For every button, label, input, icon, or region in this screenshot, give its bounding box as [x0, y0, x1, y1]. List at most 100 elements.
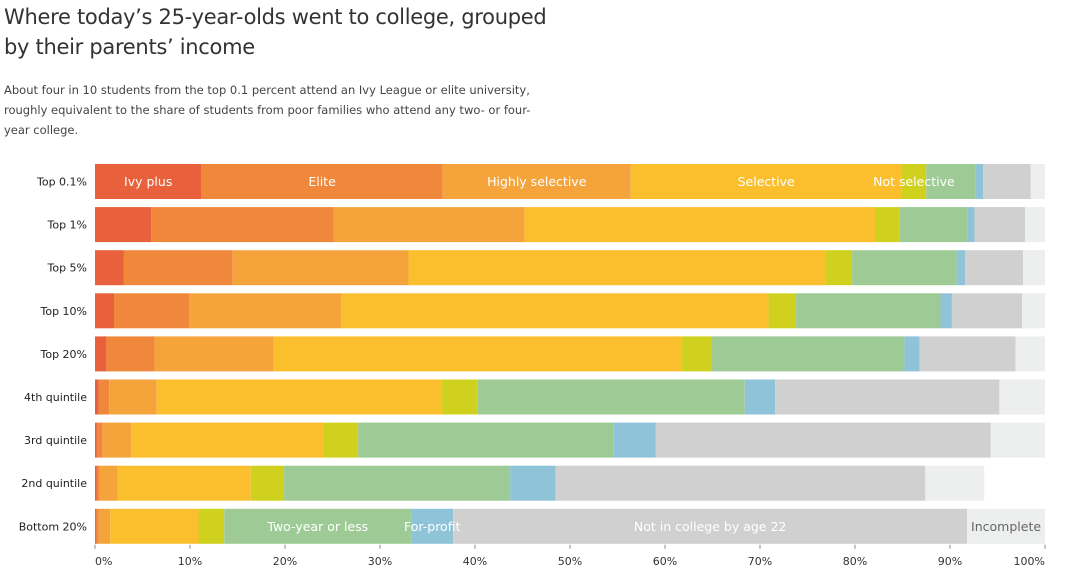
bar-segment-top-10-selective — [341, 293, 769, 329]
bar-segment-top-1-not-in-college-by-age-22 — [974, 207, 1026, 243]
bar-segment-top-20-not-in-college-by-age-22 — [919, 336, 1016, 372]
x-tick-label: 50% — [558, 555, 582, 568]
bar-segment-top-1-elite — [151, 207, 334, 243]
bar-segment-top-5-for-profit — [956, 250, 966, 286]
segment-label-for-profit: For-profit — [404, 519, 461, 534]
category-label: Top 1% — [46, 219, 87, 232]
segment-labels: Ivy plus Elite Highly selective Selective No… — [124, 174, 1041, 534]
segment-label-two-year-or-less: Two-year or less — [266, 519, 368, 534]
bar-segment-3rd-quintile-ivy-plus — [95, 422, 97, 458]
bar-segment-top-0-1-elite — [201, 164, 443, 199]
bar-segment-top-20-incomplete — [1015, 336, 1045, 372]
bar-segment-top-0-1-incomplete — [1030, 164, 1045, 199]
x-axis: 0% 10% 20% 30% 40% 50% 60% 70% 80% 90% 100% — [94, 544, 1046, 568]
bar-segment-top-1-selective — [524, 207, 875, 243]
bar-segment-top-20-elite — [106, 336, 155, 372]
bar-segment-3rd-quintile-not-selective — [323, 422, 359, 458]
bar-segment-4th-quintile-not-in-college-by-age-22 — [775, 379, 1000, 415]
x-tick-label: 100% — [1014, 555, 1045, 568]
segment-label-elite: Elite — [308, 174, 336, 189]
bar-segment-4th-quintile-for-profit — [744, 379, 776, 415]
segment-label-selective: Selective — [738, 174, 795, 189]
bar-segment-2nd-quintile-for-profit — [510, 465, 556, 501]
bar-segment-top-10-elite — [114, 293, 190, 329]
bar-segment-top-5-selective — [408, 250, 826, 286]
x-tick-label: 20% — [273, 555, 297, 568]
bar-segment-top-5-two-year-or-less — [852, 250, 957, 286]
bar-segment-bottom-20-incomplete — [967, 508, 1045, 544]
bar-segment-2nd-quintile-not-selective — [250, 465, 285, 501]
category-label: Top 10% — [39, 305, 87, 318]
bar-segment-3rd-quintile-not-in-college-by-age-22 — [655, 422, 991, 458]
bar-segment-top-20-ivy-plus — [95, 336, 107, 372]
bar-segment-top-5-not-selective — [825, 250, 853, 286]
bar-segment-bottom-20-not-selective — [198, 508, 225, 544]
category-label: Bottom 20% — [19, 520, 87, 533]
bar-segment-3rd-quintile-incomplete — [990, 422, 1045, 458]
bar-segment-top-10-not-in-college-by-age-22 — [951, 293, 1023, 329]
bar-segment-4th-quintile-two-year-or-less — [477, 379, 745, 415]
bar-segment-top-1-highly-selective — [333, 207, 525, 243]
x-tick-label: 90% — [938, 555, 962, 568]
bar-segment-2nd-quintile-ivy-plus — [95, 465, 97, 501]
bar-segment-3rd-quintile-selective — [131, 422, 324, 458]
chart-title: Where today’s 25-year-olds went to colle… — [4, 5, 547, 59]
bar-segment-2nd-quintile-highly-selective — [99, 465, 118, 501]
bar-segment-top-0-1-two-year-or-less — [926, 164, 976, 199]
bar-segment-top-20-selective — [273, 336, 682, 372]
bar-segment-top-20-two-year-or-less — [711, 336, 905, 372]
bar-segment-top-20-highly-selective — [154, 336, 274, 372]
bar-segment-top-0-1-for-profit — [975, 164, 984, 199]
bar-segment-bottom-20-not-in-college-by-age-22 — [453, 508, 968, 544]
bar-segment-top-5-elite — [123, 250, 233, 286]
bar-segment-top-20-not-selective — [681, 336, 712, 372]
bar-segment-top-20-for-profit — [904, 336, 920, 372]
bar-segment-3rd-quintile-elite — [96, 422, 103, 458]
bar-segment-2nd-quintile-two-year-or-less — [284, 465, 511, 501]
bar-segment-bottom-20-ivy-plus — [95, 508, 96, 544]
bar-segment-4th-quintile-elite — [98, 379, 110, 415]
bar-segment-top-0-1-highly-selective — [442, 164, 631, 199]
bar-segment-top-1-for-profit — [967, 207, 975, 243]
segment-label-incomplete: Incomplete — [971, 519, 1041, 534]
bar-segment-top-0-1-selective — [630, 164, 902, 199]
bar-segment-4th-quintile-incomplete — [999, 379, 1045, 415]
bar-segment-bottom-20-elite — [95, 508, 99, 544]
bar-segment-3rd-quintile-highly-selective — [102, 422, 132, 458]
x-tick-label: 0% — [95, 555, 112, 568]
segment-label-not-selective: Not selective — [873, 174, 955, 189]
category-label: 4th quintile — [24, 391, 87, 404]
bar-segment-top-10-for-profit — [940, 293, 952, 329]
bar-segment-bottom-20-for-profit — [411, 508, 454, 544]
bar-segment-4th-quintile-highly-selective — [109, 379, 157, 415]
bar-segment-top-0-1-not-selective — [901, 164, 927, 199]
bar-segment-2nd-quintile-elite — [96, 465, 100, 501]
x-tick-label: 60% — [653, 555, 677, 568]
bar-segment-2nd-quintile-incomplete — [925, 465, 985, 501]
bar-segment-top-5-ivy-plus — [95, 250, 124, 286]
bar-segment-top-1-ivy-plus — [95, 207, 152, 243]
bar-segment-bottom-20-selective — [110, 508, 199, 544]
bar-segment-3rd-quintile-two-year-or-less — [358, 422, 614, 458]
bar-segment-top-0-1-not-in-college-by-age-22 — [983, 164, 1031, 199]
bar-segment-top-1-incomplete — [1025, 207, 1045, 243]
x-tick-label: 10% — [178, 555, 202, 568]
segment-label-not-in-college-by-age-22: Not in college by age 22 — [634, 519, 786, 534]
x-tick-label: 40% — [463, 555, 487, 568]
bar-segment-top-0-1-ivy-plus — [95, 164, 202, 199]
bar-segment-top-5-highly-selective — [232, 250, 409, 286]
bar-segment-bottom-20-two-year-or-less — [224, 508, 412, 544]
segment-label-highly-selective: Highly selective — [487, 174, 587, 189]
category-label: 2nd quintile — [21, 477, 87, 490]
bar-segment-4th-quintile-not-selective — [441, 379, 478, 415]
bar-segment-top-1-two-year-or-less — [899, 207, 968, 243]
bar-segment-top-1-not-selective — [874, 207, 900, 243]
bar-segment-top-10-not-selective — [768, 293, 797, 329]
bar-segment-2nd-quintile-selective — [117, 465, 251, 501]
x-tick-label: 30% — [368, 555, 392, 568]
bar-segment-4th-quintile-ivy-plus — [95, 379, 99, 415]
bars-layer — [95, 164, 1045, 544]
bar-segment-top-5-incomplete — [1023, 250, 1045, 286]
chart-subtitle: About four in 10 students from the top 0… — [4, 83, 531, 137]
